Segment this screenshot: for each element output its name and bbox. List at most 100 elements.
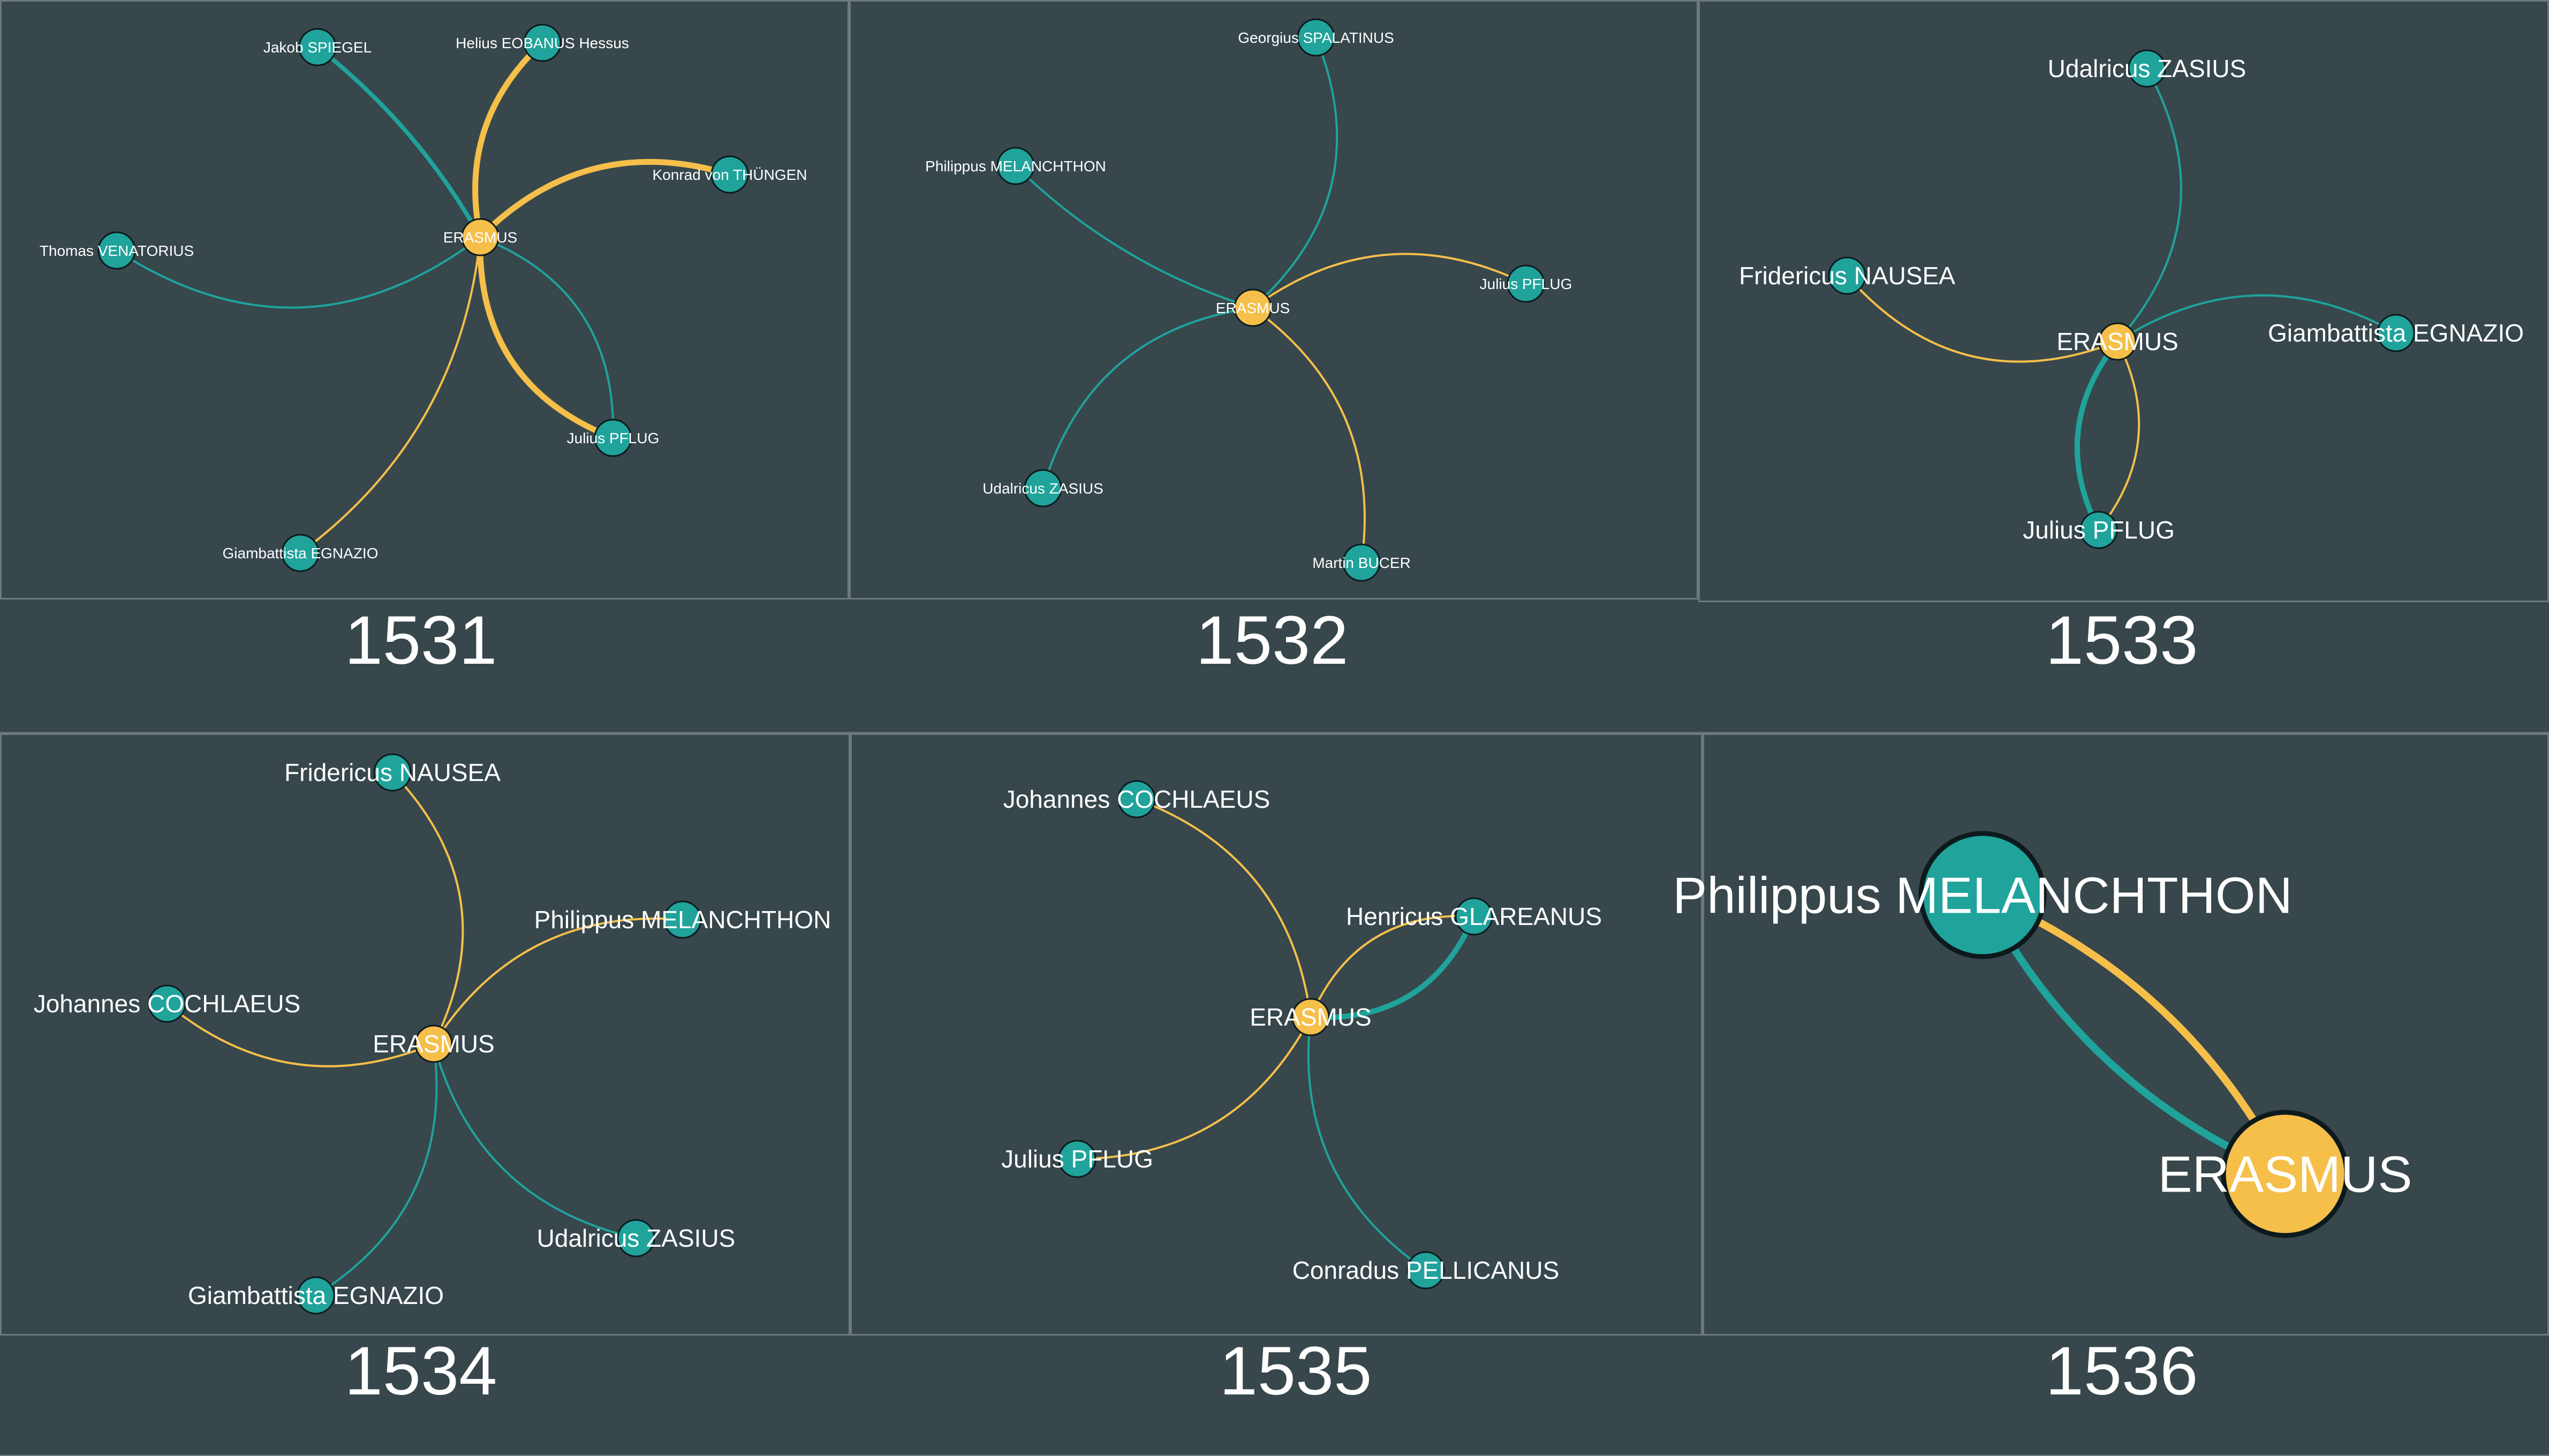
edges [116, 40, 733, 554]
year-label-1536: 1536 [2046, 1333, 2198, 1409]
panel-border-2 [1698, 0, 2549, 602]
node-label-erasmus: ERASMUS [1216, 300, 1290, 316]
panel-1533: ERASMUS Udalricus ZASIUS Fridericus NAUSEA… [1739, 49, 2524, 679]
edge-erasmus-philippus-melanchthon-gold [433, 917, 684, 1045]
nodes[interactable] [996, 18, 1545, 582]
node-giambattista-egnazio[interactable] [297, 1276, 335, 1315]
edge-erasmus-conradus-pellicanus-teal [1307, 1016, 1427, 1271]
node-fridericus-nausea[interactable] [1828, 256, 1866, 295]
node-label-martin-bucer: Martin BUCER [1312, 555, 1411, 571]
nodes[interactable] [1058, 780, 1493, 1290]
node-label-giambattista-egnazio: Giambattista EGNAZIO [188, 1281, 444, 1309]
panel-1532: ERASMUS Georgius SPALATINUS Philippus MELA… [925, 18, 1572, 679]
node-label-julius-pflug: Julius PFLUG [567, 430, 660, 446]
node-giambattista-egnazio[interactable] [281, 534, 320, 572]
node-label-udalricus-zasius: Udalricus ZASIUS [982, 480, 1103, 497]
node-julius-pflug[interactable] [1507, 264, 1545, 303]
node-udalricus-zasius[interactable] [2128, 49, 2166, 88]
node-label-erasmus: ERASMUS [443, 229, 517, 246]
node-jakob-spiegel[interactable] [298, 28, 337, 66]
node-udalricus-zasius[interactable] [617, 1219, 655, 1257]
node-label-jakob-spiegel: Jakob SPIEGEL [263, 39, 372, 56]
node-erasmus[interactable] [461, 218, 500, 256]
year-label-1531: 1531 [345, 602, 497, 679]
node-label-helius-eobanus-hessus: Helius EOBANUS Hessus [456, 35, 629, 51]
node-label-udalricus-zasius: Udalricus ZASIUS [537, 1224, 736, 1252]
edge-erasmus-giambattista-egnazio-teal [2116, 294, 2397, 343]
node-udalricus-zasius[interactable] [1024, 469, 1062, 507]
node-philippus-melanchthon[interactable] [663, 900, 702, 939]
node-label-fridericus-nausea: Fridericus NAUSEA [1739, 262, 1955, 290]
node-conradus-pellicanus[interactable] [1406, 1251, 1445, 1290]
node-label-philippus-melanchthon: Philippus MELANCHTHON [1673, 867, 2293, 924]
edge-erasmus-julius-pflug-gold [1076, 1016, 1312, 1160]
year-label-1534: 1534 [345, 1333, 497, 1409]
nodes[interactable] [1918, 831, 2349, 1238]
edge-erasmus-helius-eobanus-hessus-gold [472, 40, 546, 240]
node-martin-bucer[interactable] [1342, 543, 1381, 582]
panel-1534: ERASMUS Fridericus NAUSEA Philippus MELANC… [34, 753, 831, 1409]
edges [1846, 67, 2397, 533]
node-fridericus-nausea[interactable] [373, 753, 412, 792]
node-label-erasmus: ERASMUS [1250, 1003, 1371, 1031]
year-label-1533: 1533 [2046, 602, 2198, 679]
node-label-erasmus: ERASMUS [2158, 1146, 2412, 1203]
edge-erasmus-julius-pflug-gold [1252, 253, 1527, 309]
edge-erasmus-johannes-cochlaeus-gold [1136, 798, 1312, 1018]
node-label-giambattista-egnazio: Giambattista EGNAZIO [223, 545, 379, 562]
node-erasmus[interactable] [414, 1025, 453, 1063]
node-label-erasmus: ERASMUS [373, 1030, 494, 1058]
edge-erasmus-giambattista-egnazio-teal [315, 1043, 438, 1296]
node-label-johannes-cochlaeus: Johannes COCHLAEUS [34, 990, 301, 1018]
edge-erasmus-thomas-venatorius-teal [116, 236, 481, 309]
edge-erasmus-udalricus-zasius-teal [1042, 307, 1254, 489]
panel-1535: ERASMUS Johannes COCHLAEUS Henricus GLAREA… [1001, 780, 1602, 1409]
node-thomas-venatorius[interactable] [97, 231, 136, 270]
edges [166, 771, 684, 1296]
node-erasmus[interactable] [1291, 998, 1330, 1036]
year-label-1535: 1535 [1220, 1333, 1372, 1409]
node-giambattista-egnazio[interactable] [2377, 314, 2415, 352]
node-johannes-cochlaeus[interactable] [148, 984, 186, 1023]
edge-erasmus-jakob-spiegel-teal [315, 45, 482, 239]
node-philippus-melanchthon[interactable] [1918, 831, 2047, 959]
node-label-conradus-pellicanus: Conradus PELLICANUS [1292, 1256, 1560, 1284]
edge-erasmus-fridericus-nausea-gold [391, 771, 464, 1045]
panel-border-4 [850, 733, 1703, 1336]
year-label-1532: 1532 [1196, 602, 1349, 679]
nodes[interactable] [1828, 49, 2415, 549]
edges [1076, 798, 1477, 1271]
node-erasmus[interactable] [1234, 289, 1272, 327]
panel-border-0 [0, 0, 849, 600]
node-label-georgius-spalatinus: Georgius SPALATINUS [1238, 29, 1394, 46]
edge-erasmus-julius-pflug-teal [479, 236, 615, 439]
edge-erasmus-konrad-von-thungen-gold [477, 158, 733, 240]
node-georgius-spalatinus[interactable] [1297, 18, 1335, 57]
node-henricus-glareanus[interactable] [1455, 897, 1493, 936]
node-label-johannes-cochlaeus: Johannes COCHLAEUS [1003, 785, 1270, 813]
node-erasmus[interactable] [2221, 1110, 2349, 1238]
nodes[interactable] [148, 753, 702, 1315]
node-philippus-melanchthon[interactable] [996, 147, 1035, 185]
node-label-julius-pflug: Julius PFLUG [2023, 516, 2175, 544]
edge-erasmus-henricus-glareanus-teal [1308, 914, 1477, 1020]
node-johannes-cochlaeus[interactable] [1117, 780, 1156, 818]
node-helius-eobanus-hessus[interactable] [523, 24, 562, 62]
node-julius-pflug[interactable] [2079, 511, 2118, 549]
node-label-giambattista-egnazio: Giambattista EGNAZIO [2268, 319, 2524, 347]
panels: ERASMUS Jakob SPIEGEL Helius EOBANUS Hessu… [34, 18, 2524, 1409]
node-label-udalricus-zasius: Udalricus ZASIUS [2048, 55, 2247, 82]
node-label-thomas-venatorius: Thomas VENATORIUS [40, 242, 194, 259]
edge-erasmus-johannes-cochlaeus-gold [166, 1003, 435, 1067]
edge-erasmus-fridericus-nausea-gold [1846, 275, 2119, 363]
panel-1531: ERASMUS Jakob SPIEGEL Helius EOBANUS Hessu… [40, 24, 807, 679]
edge-erasmus-giambattista-egnazio-gold [299, 236, 481, 554]
node-julius-pflug[interactable] [594, 419, 632, 457]
nodes[interactable] [97, 24, 749, 572]
node-julius-pflug[interactable] [1058, 1140, 1096, 1178]
node-konrad-von-thungen[interactable] [710, 155, 749, 194]
edge-erasmus-henricus-glareanus-gold [1310, 915, 1475, 1018]
node-erasmus[interactable] [2098, 322, 2137, 361]
